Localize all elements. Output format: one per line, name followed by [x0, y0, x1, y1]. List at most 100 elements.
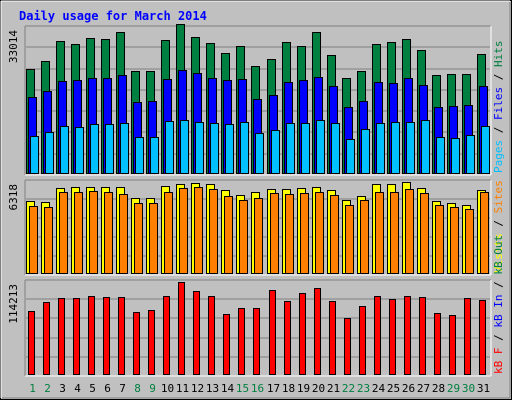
x-tick-label-19: 19 — [297, 382, 310, 395]
bar-pages-day-31 — [481, 126, 490, 174]
x-tick-label-10: 10 — [161, 382, 174, 395]
x-tick-label-4: 4 — [74, 382, 81, 395]
x-tick-label-16: 16 — [251, 382, 264, 395]
bar-pages-day-10 — [165, 121, 174, 174]
x-tick-label-18: 18 — [282, 382, 295, 395]
x-tick-label-2: 2 — [44, 382, 51, 395]
bar-kb-f-day-15 — [238, 308, 245, 375]
bar-pages-day-9 — [150, 137, 159, 174]
bar-kb-f-day-12 — [193, 291, 200, 375]
bar-kb-f-day-21 — [329, 301, 336, 375]
bar-kb-f-day-26 — [404, 296, 411, 375]
bar-kb-f-day-3 — [58, 298, 65, 375]
bar-pages-day-7 — [120, 123, 129, 174]
bar-sites-day-20 — [315, 192, 324, 274]
bar-sites-day-4 — [74, 192, 83, 274]
x-tick-label-21: 21 — [327, 382, 340, 395]
legend-bottom: kB F / kB In / kB Out — [492, 235, 505, 374]
x-tick-label-17: 17 — [267, 382, 280, 395]
bar-pages-day-18 — [286, 123, 295, 174]
bar-kb-f-day-19 — [299, 293, 306, 375]
bar-kb-f-day-27 — [419, 297, 426, 375]
bar-sites-day-14 — [224, 196, 233, 274]
bar-sites-day-31 — [480, 192, 489, 274]
bar-pages-day-28 — [436, 137, 445, 174]
bar-pages-day-17 — [271, 130, 280, 174]
bar-pages-day-4 — [75, 127, 84, 174]
ymax-label-bottom: 114213 — [7, 284, 20, 324]
x-tick-label-26: 26 — [402, 382, 415, 395]
bar-kb-f-day-23 — [359, 306, 366, 375]
bar-sites-day-5 — [89, 191, 98, 274]
bar-pages-day-1 — [30, 136, 39, 174]
x-tick-label-22: 22 — [342, 382, 355, 395]
bar-kb-f-day-20 — [314, 288, 321, 375]
legend-entry: / — [492, 220, 505, 233]
bar-pages-day-23 — [361, 129, 370, 174]
bar-sites-day-11 — [179, 188, 188, 274]
bar-kb-f-day-8 — [133, 312, 140, 375]
x-tick-label-31: 31 — [477, 382, 490, 395]
bar-pages-day-13 — [210, 123, 219, 174]
bar-pages-day-2 — [45, 132, 54, 174]
bar-sites-day-23 — [360, 200, 369, 274]
legend-entry: / — [492, 334, 505, 347]
bar-kb-f-day-13 — [208, 296, 215, 375]
panel-top: 33014 Pages / Files / Hits — [7, 24, 505, 176]
x-tick-label-23: 23 — [357, 382, 370, 395]
x-tick-label-7: 7 — [119, 382, 126, 395]
bar-sites-day-27 — [420, 193, 429, 274]
legend-entry: Pages — [492, 140, 505, 173]
x-tick-label-6: 6 — [104, 382, 111, 395]
x-tick-label-15: 15 — [236, 382, 249, 395]
legend-entry: / — [492, 281, 505, 294]
bar-kb-f-day-1 — [28, 311, 35, 375]
legend-entry: kB Out — [492, 235, 505, 281]
bar-pages-day-26 — [406, 122, 415, 174]
bar-kb-f-day-24 — [374, 296, 381, 375]
x-tick-label-28: 28 — [432, 382, 445, 395]
x-tick-label-12: 12 — [191, 382, 204, 395]
bar-kb-f-day-28 — [434, 313, 441, 375]
bar-sites-day-13 — [209, 189, 218, 274]
bar-kb-f-day-30 — [464, 298, 471, 375]
bar-kb-f-day-2 — [43, 302, 50, 375]
bar-sites-day-8 — [134, 203, 143, 274]
bar-sites-day-2 — [44, 207, 53, 274]
bar-sites-day-16 — [254, 198, 263, 274]
ymax-label-middle: 6318 — [7, 184, 20, 211]
bar-sites-day-7 — [119, 194, 128, 274]
x-tick-label-20: 20 — [312, 382, 325, 395]
bar-kb-f-day-25 — [389, 299, 396, 375]
bar-kb-f-day-9 — [148, 310, 155, 375]
x-axis-labels: 1 2 3 4 5 6 7 8 9 10 11 12 13 14 15 16 17 18 19 20 21 22 23 24 2… — [29, 382, 490, 395]
x-tick-label-14: 14 — [221, 382, 235, 395]
panel-bottom: 114213 kB F / kB In / kB Out — [7, 235, 505, 377]
bar-pages-day-11 — [180, 120, 189, 174]
legend-entry: / — [492, 74, 505, 87]
legend-entry: Files — [492, 87, 505, 127]
bar-sites-day-25 — [390, 192, 399, 274]
bar-pages-day-25 — [391, 122, 400, 174]
bar-sites-day-30 — [465, 209, 474, 274]
bar-sites-day-9 — [149, 203, 158, 274]
bar-pages-day-6 — [105, 124, 114, 174]
bar-pages-day-16 — [255, 133, 264, 174]
bar-pages-day-20 — [316, 120, 325, 174]
bar-kb-f-day-11 — [178, 282, 185, 375]
bar-pages-day-27 — [421, 120, 430, 174]
bar-pages-day-24 — [376, 123, 385, 174]
panel-middle: 6318 Visits / Sites — [7, 179, 505, 276]
bar-pages-day-12 — [195, 122, 204, 174]
bar-pages-day-15 — [240, 122, 249, 174]
bar-pages-day-5 — [90, 124, 99, 174]
x-tick-label-13: 13 — [206, 382, 219, 395]
bar-sites-day-12 — [194, 187, 203, 274]
panels: 33014 Pages / Files / Hits 6318 Visits / Si… — [7, 24, 505, 377]
bar-pages-day-3 — [60, 126, 69, 174]
bar-kb-f-day-14 — [223, 314, 230, 375]
bar-kb-f-day-10 — [163, 296, 170, 375]
bar-sites-day-6 — [104, 192, 113, 274]
